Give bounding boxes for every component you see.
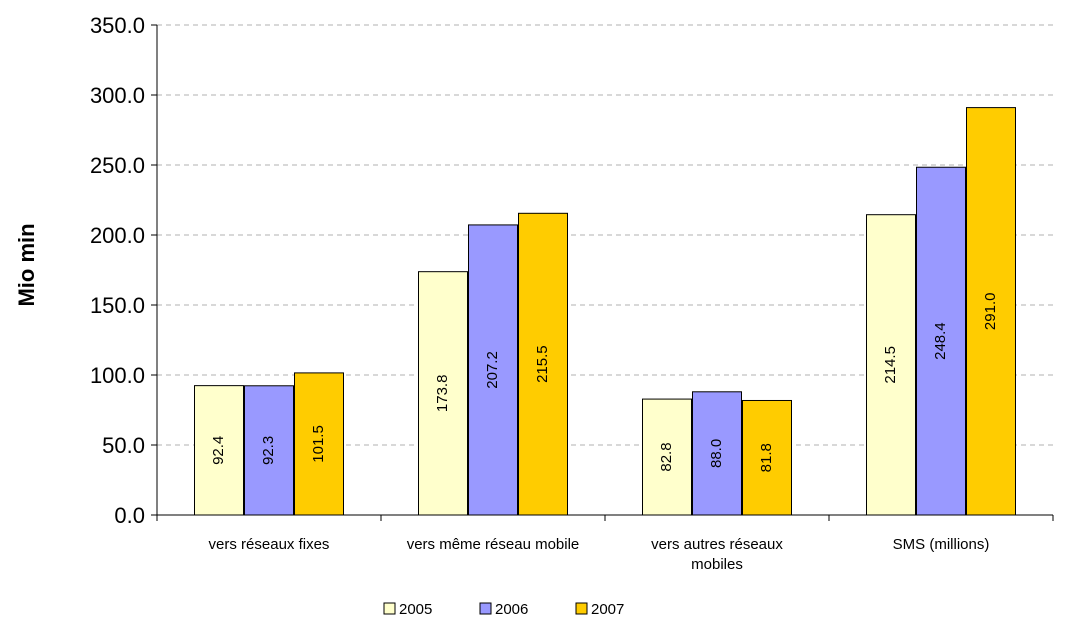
data-label: 81.8 bbox=[758, 443, 775, 472]
bar-2005 bbox=[194, 385, 244, 516]
legend: 2005 2006 2007 bbox=[383, 601, 624, 618]
y-tick-label: 0.0 bbox=[114, 503, 145, 528]
data-label: 101.5 bbox=[310, 425, 327, 463]
bar-2007 bbox=[518, 212, 568, 516]
legend-swatch-2006 bbox=[479, 602, 492, 615]
bar-2005 bbox=[866, 214, 916, 516]
data-label: 88.0 bbox=[708, 439, 725, 468]
data-label: 214.5 bbox=[882, 346, 899, 384]
category-label: mobiles bbox=[691, 556, 743, 573]
category-label: vers même réseau mobile bbox=[407, 536, 580, 553]
bar-2006 bbox=[916, 166, 966, 516]
data-label: 215.5 bbox=[534, 345, 551, 383]
category-label: vers réseaux fixes bbox=[209, 536, 330, 553]
bar-2005 bbox=[642, 398, 692, 516]
legend-label: 2006 bbox=[495, 601, 528, 618]
bar-2007 bbox=[966, 107, 1016, 516]
legend-swatch-2005 bbox=[383, 602, 396, 615]
data-label: 92.3 bbox=[260, 436, 277, 465]
y-tick-label: 300.0 bbox=[90, 83, 145, 108]
data-label: 173.8 bbox=[434, 375, 451, 413]
data-label: 248.4 bbox=[932, 322, 949, 360]
legend-label: 2007 bbox=[591, 601, 624, 618]
data-label: 82.8 bbox=[658, 442, 675, 471]
y-tick-label: 200.0 bbox=[90, 223, 145, 248]
data-label: 207.2 bbox=[484, 351, 501, 389]
y-tick-label: 50.0 bbox=[102, 433, 145, 458]
category-label: SMS (millions) bbox=[893, 536, 990, 553]
y-tick-label: 250.0 bbox=[90, 153, 145, 178]
bar-2007 bbox=[742, 399, 792, 516]
bar-2005 bbox=[418, 271, 468, 516]
legend-swatch-2007 bbox=[575, 602, 588, 615]
y-tick-label: 350.0 bbox=[90, 13, 145, 38]
legend-label: 2005 bbox=[399, 601, 432, 618]
bars: 92.4 173.8 82.8 214.5 92.3 207.2 88.0 248.4 101.… bbox=[194, 107, 1016, 516]
y-tick-label: 150.0 bbox=[90, 293, 145, 318]
data-label: 92.4 bbox=[210, 436, 227, 465]
data-label: 291.0 bbox=[982, 293, 999, 331]
category-label: vers autres réseaux bbox=[651, 536, 783, 553]
bar-2006 bbox=[468, 224, 518, 516]
y-tick-label: 100.0 bbox=[90, 363, 145, 388]
y-axis-label: Mio min bbox=[14, 223, 39, 306]
axes: 0.0 50.0 100.0 150.0 200.0 250.0 300.0 350.0 ver… bbox=[90, 13, 1054, 573]
